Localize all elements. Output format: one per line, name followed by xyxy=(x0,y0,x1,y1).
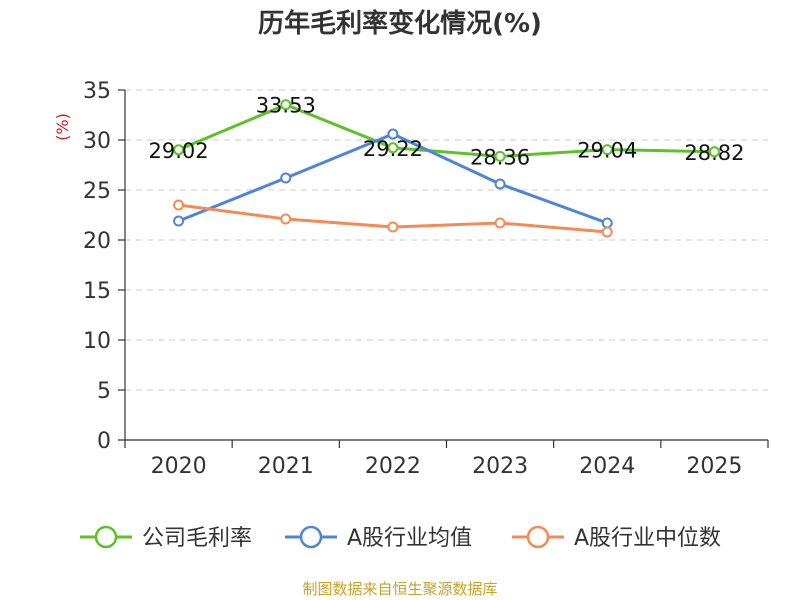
data-point-2-2021 xyxy=(280,213,292,225)
data-label-2025: 28.82 xyxy=(684,141,744,165)
data-point-0-2022 xyxy=(387,142,399,154)
y-tick-label-20: 20 xyxy=(83,229,111,254)
legend-item-2[interactable]: A股行业中位数 xyxy=(512,525,721,551)
data-label-2022: 29.22 xyxy=(363,137,423,161)
x-tick-label-2025: 2025 xyxy=(686,454,742,479)
data-point-0-2020 xyxy=(173,144,185,156)
y-tick-label-25: 25 xyxy=(83,179,111,204)
data-point-0-2025 xyxy=(708,146,720,158)
y-tick-label-15: 15 xyxy=(83,279,111,304)
legend-marker-1 xyxy=(299,525,323,549)
data-point-2-2023 xyxy=(494,217,506,229)
data-point-0-2023 xyxy=(494,150,506,162)
data-label-2024: 29.04 xyxy=(577,139,637,163)
data-label-2021: 33.53 xyxy=(256,94,316,118)
x-tick-label-2020: 2020 xyxy=(151,454,207,479)
legend-marker-2 xyxy=(526,525,550,549)
y-tick-label-0: 0 xyxy=(97,429,111,454)
y-tick-label-10: 10 xyxy=(83,329,111,354)
data-labels: 29.02 33.53 29.22 28.36 29.04 28.82 xyxy=(149,94,745,170)
axes xyxy=(124,90,768,441)
legend-label-0: 公司毛利率 xyxy=(142,526,252,551)
series-2 xyxy=(173,199,613,238)
series-line-0 xyxy=(178,103,715,158)
source-note: 制图数据来自恒生聚源数据库 xyxy=(302,580,497,598)
data-point-1-2022 xyxy=(387,128,399,140)
legend-label-2: A股行业中位数 xyxy=(574,526,721,551)
chart-title: 历年毛利率变化情况(%) xyxy=(258,8,542,39)
legend[interactable]: 公司毛利率 A股行业均值 A股行业中位数 xyxy=(80,525,721,551)
legend-marker-0 xyxy=(94,525,118,549)
x-tick-label-2022: 2022 xyxy=(365,454,421,479)
data-point-1-2020 xyxy=(173,215,185,227)
x-axis-ticks: 2020 2021 2022 2023 2024 2025 xyxy=(124,440,769,479)
series-layer xyxy=(173,99,720,238)
data-point-2-2024 xyxy=(601,226,613,238)
data-point-0-2021 xyxy=(280,99,292,111)
data-point-2-2022 xyxy=(387,221,399,233)
series-0 xyxy=(173,99,720,162)
legend-label-1: A股行业均值 xyxy=(347,526,472,551)
data-label-2020: 29.02 xyxy=(149,139,209,163)
x-tick-label-2021: 2021 xyxy=(258,454,314,479)
y-axis-unit-label: (%) xyxy=(53,113,72,141)
y-tick-label-35: 35 xyxy=(83,79,111,104)
legend-item-0[interactable]: 公司毛利率 xyxy=(80,525,252,551)
data-label-2023: 28.36 xyxy=(470,145,530,169)
y-tick-label-30: 30 xyxy=(83,129,111,154)
data-point-0-2024 xyxy=(601,144,613,156)
data-point-1-2024 xyxy=(601,217,613,229)
series-1 xyxy=(173,128,613,229)
data-point-2-2020 xyxy=(173,199,185,211)
gridlines xyxy=(125,89,768,391)
y-tick-label-5: 5 xyxy=(97,379,111,404)
y-axis-ticks: 0 5 10 15 20 25 30 35 xyxy=(83,79,125,454)
x-tick-label-2023: 2023 xyxy=(472,454,528,479)
data-point-1-2021 xyxy=(280,172,292,184)
data-point-1-2023 xyxy=(494,178,506,190)
x-tick-label-2024: 2024 xyxy=(579,454,635,479)
legend-item-1[interactable]: A股行业均值 xyxy=(285,525,472,551)
